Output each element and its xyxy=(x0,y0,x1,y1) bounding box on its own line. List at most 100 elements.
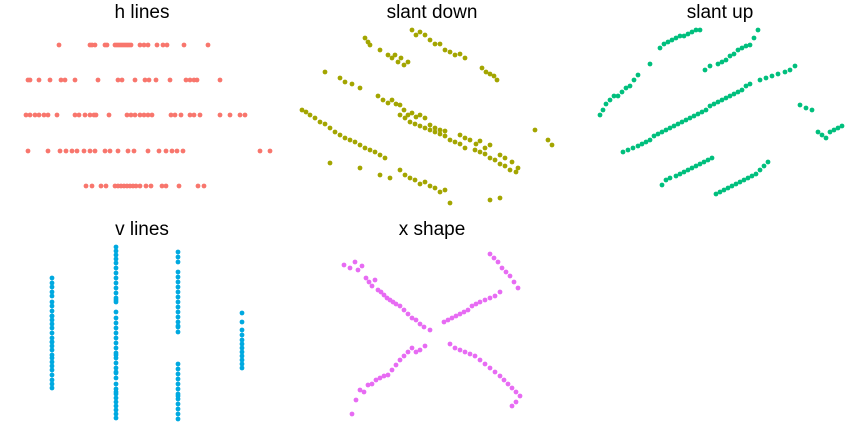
data-point-h-lines xyxy=(197,112,203,118)
data-point-slant-down xyxy=(337,132,343,138)
data-point-slant-up xyxy=(699,109,705,115)
data-point-slant-up xyxy=(695,111,701,117)
data-point-slant-up xyxy=(755,27,761,33)
data-point-v-lines xyxy=(49,372,55,378)
data-point-slant-up xyxy=(835,125,841,131)
data-point-slant-down xyxy=(349,81,355,87)
data-point-slant-up xyxy=(729,183,735,189)
panel-title-h-lines: h lines xyxy=(115,2,170,23)
data-point-slant-up xyxy=(747,42,753,48)
data-point-slant-up xyxy=(657,45,663,51)
data-point-slant-up xyxy=(677,171,683,177)
data-point-slant-up xyxy=(630,145,636,151)
data-point-slant-up xyxy=(643,139,649,145)
data-point-h-lines xyxy=(36,77,42,83)
data-point-h-lines xyxy=(74,148,80,154)
data-point-v-lines xyxy=(113,297,119,303)
data-point-x-shape xyxy=(477,357,483,363)
data-point-slant-up xyxy=(673,35,679,41)
data-point-h-lines xyxy=(125,148,131,154)
data-point-h-lines xyxy=(41,112,47,118)
data-point-slant-down xyxy=(509,159,515,165)
data-point-v-lines xyxy=(175,259,181,265)
data-point-x-shape xyxy=(513,399,519,405)
data-point-v-lines xyxy=(49,321,55,327)
data-point-slant-up xyxy=(735,47,741,53)
data-point-v-lines xyxy=(113,325,119,331)
data-point-h-lines xyxy=(45,148,51,154)
data-point-v-lines xyxy=(175,289,181,295)
data-point-slant-down xyxy=(482,145,488,151)
data-point-slant-up xyxy=(747,81,753,87)
data-point-x-shape xyxy=(465,307,471,313)
data-point-slant-down xyxy=(299,107,305,113)
data-point-slant-up xyxy=(697,27,703,33)
data-point-slant-up xyxy=(615,93,621,99)
data-point-v-lines xyxy=(113,330,119,336)
data-point-slant-down xyxy=(442,133,448,139)
panel-title-slant-up: slant up xyxy=(687,2,754,23)
data-point-x-shape xyxy=(369,283,375,289)
data-point-h-lines xyxy=(63,148,69,154)
data-point-v-lines xyxy=(49,289,55,295)
data-point-v-lines xyxy=(49,303,55,309)
data-point-h-lines xyxy=(102,148,108,154)
data-point-x-shape xyxy=(461,309,467,315)
data-point-slant-down xyxy=(477,138,483,144)
data-point-h-lines xyxy=(107,148,113,154)
data-point-slant-down xyxy=(405,59,411,65)
data-point-slant-down xyxy=(357,165,363,171)
panel-h-lines: h lines xyxy=(23,2,273,189)
data-point-h-lines xyxy=(163,148,169,154)
data-point-v-lines xyxy=(113,352,119,358)
data-point-h-lines xyxy=(237,112,243,118)
data-point-slant-down xyxy=(352,139,358,145)
data-point-v-lines xyxy=(113,335,119,341)
data-point-slant-down xyxy=(382,155,388,161)
data-point-v-lines xyxy=(113,375,119,381)
data-point-v-lines xyxy=(239,310,245,316)
data-point-slant-down xyxy=(303,109,309,115)
data-point-slant-up xyxy=(713,191,719,197)
data-point-v-lines xyxy=(239,361,245,367)
data-point-slant-up xyxy=(702,67,708,73)
data-point-h-lines xyxy=(149,112,155,118)
data-point-slant-up xyxy=(763,75,769,81)
data-point-h-lines xyxy=(145,42,151,48)
data-point-slant-up xyxy=(803,105,809,111)
data-point-slant-down xyxy=(442,128,448,134)
data-point-x-shape xyxy=(487,365,493,371)
data-point-slant-down xyxy=(422,115,428,121)
data-point-slant-down xyxy=(317,119,323,125)
data-point-slant-down xyxy=(385,100,391,106)
data-point-slant-down xyxy=(409,27,415,33)
data-point-slant-down xyxy=(482,151,488,157)
data-point-x-shape xyxy=(507,273,513,279)
data-point-slant-down xyxy=(432,125,438,131)
data-point-slant-down xyxy=(397,102,403,108)
data-point-slant-down xyxy=(462,135,468,141)
data-point-slant-up xyxy=(739,45,745,51)
data-point-v-lines xyxy=(175,249,181,255)
data-point-slant-up xyxy=(647,61,653,67)
data-point-slant-down xyxy=(412,121,418,127)
points-x-shape xyxy=(341,251,523,417)
data-point-x-shape xyxy=(401,353,407,359)
data-point-slant-down xyxy=(322,69,328,75)
data-point-h-lines xyxy=(164,42,170,48)
data-point-v-lines xyxy=(239,357,245,363)
data-point-x-shape xyxy=(397,303,403,309)
data-point-x-shape xyxy=(497,373,503,379)
data-point-v-lines xyxy=(113,407,119,413)
data-point-v-lines xyxy=(175,381,181,387)
data-point-slant-down xyxy=(417,181,423,187)
data-point-h-lines xyxy=(89,183,95,189)
data-point-v-lines xyxy=(49,381,55,387)
data-point-x-shape xyxy=(409,345,415,351)
data-point-v-lines xyxy=(175,371,181,377)
data-point-slant-up xyxy=(737,179,743,185)
data-point-h-lines xyxy=(25,148,31,154)
data-point-v-lines xyxy=(175,269,181,275)
data-point-slant-up xyxy=(792,63,798,69)
